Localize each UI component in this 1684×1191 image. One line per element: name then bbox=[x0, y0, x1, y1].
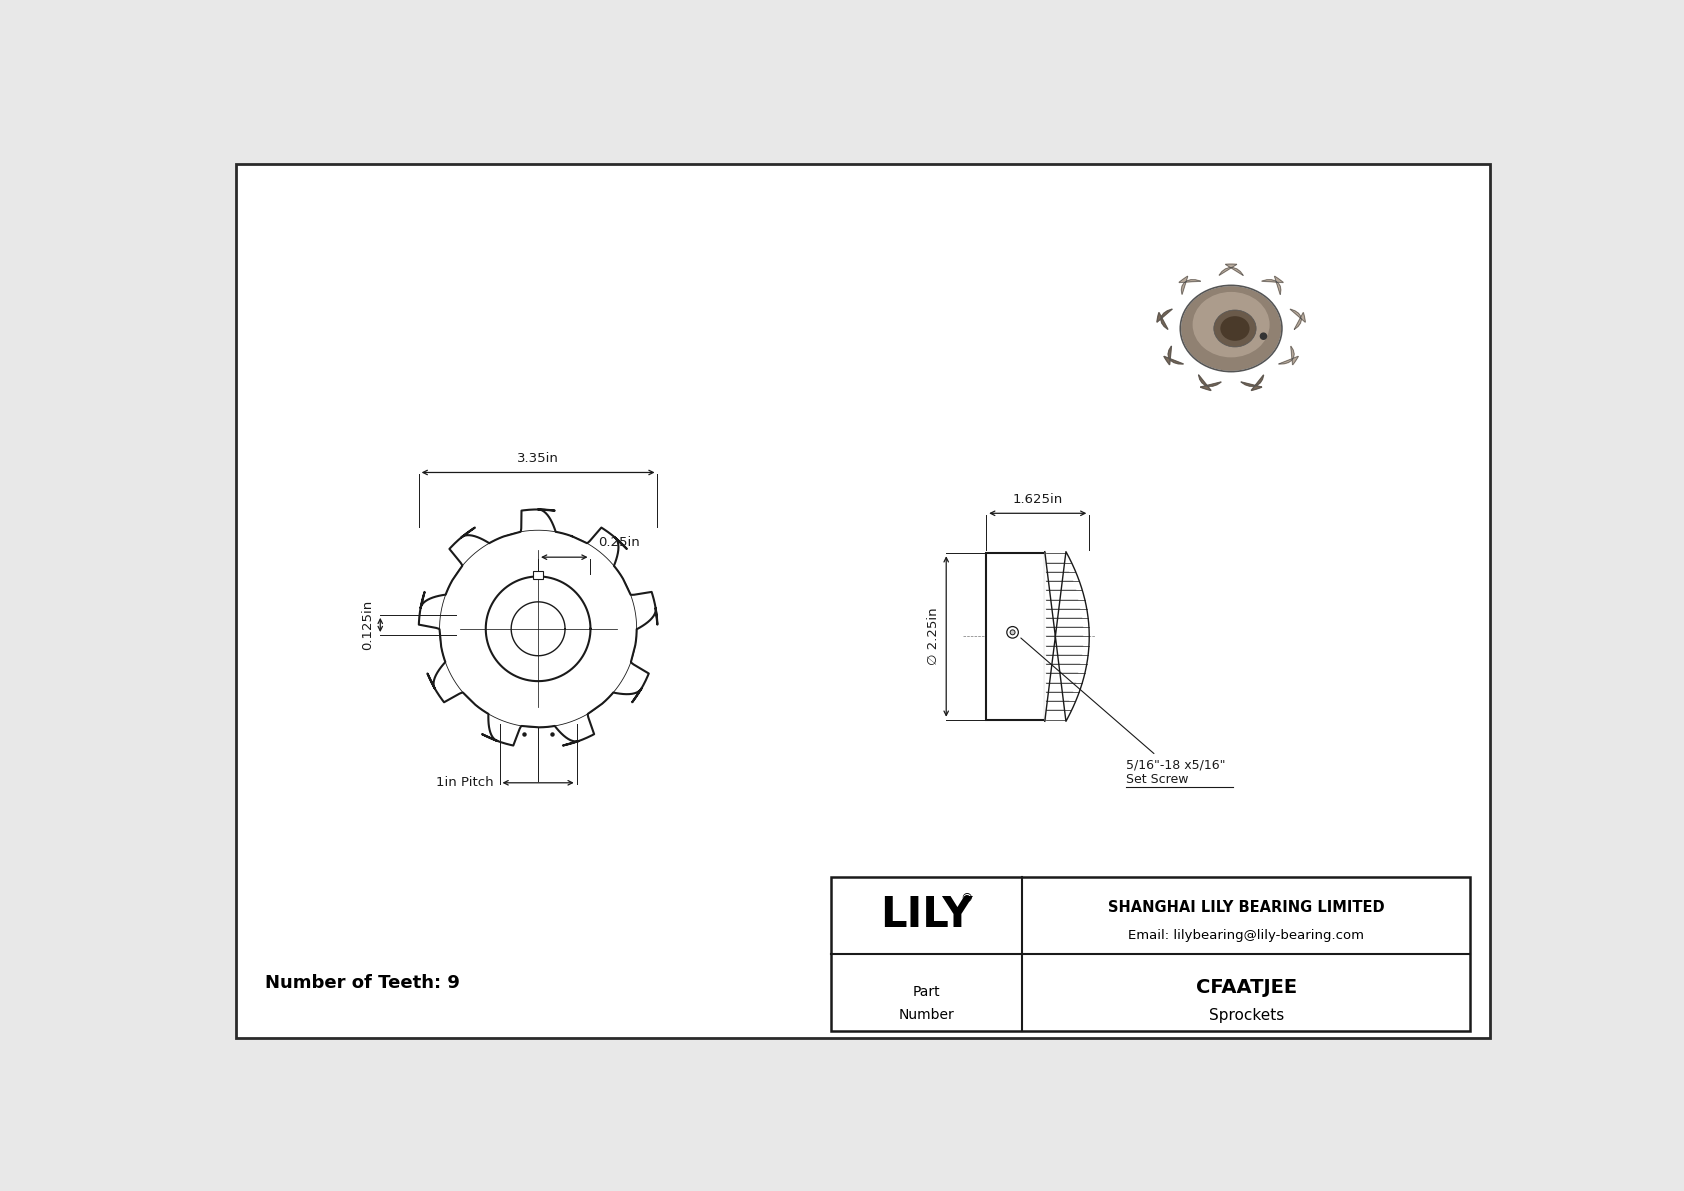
Text: LILY: LILY bbox=[881, 894, 973, 936]
Polygon shape bbox=[1278, 347, 1298, 364]
Text: ®: ® bbox=[960, 892, 973, 905]
Text: 3.35in: 3.35in bbox=[517, 451, 559, 464]
Ellipse shape bbox=[1192, 292, 1270, 357]
Text: ∅ 2.25in: ∅ 2.25in bbox=[928, 607, 940, 666]
Polygon shape bbox=[1199, 375, 1221, 391]
Text: Number: Number bbox=[899, 1009, 955, 1022]
Text: Email: lilybearing@lily-bearing.com: Email: lilybearing@lily-bearing.com bbox=[1128, 929, 1364, 942]
Ellipse shape bbox=[1180, 286, 1282, 370]
Polygon shape bbox=[1157, 310, 1172, 330]
Text: Part: Part bbox=[913, 985, 940, 999]
Text: 0.25in: 0.25in bbox=[598, 536, 640, 549]
Polygon shape bbox=[1290, 310, 1305, 330]
Circle shape bbox=[1010, 630, 1015, 635]
Bar bbox=[534, 570, 544, 579]
Text: SHANGHAI LILY BEARING LIMITED: SHANGHAI LILY BEARING LIMITED bbox=[1108, 900, 1384, 915]
Ellipse shape bbox=[1221, 316, 1250, 341]
Text: 1.625in: 1.625in bbox=[1012, 493, 1063, 506]
Bar bbox=[830, 877, 1470, 1030]
Polygon shape bbox=[1261, 276, 1283, 294]
Polygon shape bbox=[1219, 264, 1243, 275]
Polygon shape bbox=[1241, 375, 1263, 391]
Ellipse shape bbox=[1214, 310, 1256, 347]
Circle shape bbox=[1007, 626, 1019, 638]
Text: 5/16"-18 x5/16"
Set Screw: 5/16"-18 x5/16" Set Screw bbox=[1021, 638, 1226, 786]
Circle shape bbox=[1260, 333, 1266, 339]
Text: Number of Teeth: 9: Number of Teeth: 9 bbox=[264, 974, 460, 992]
Bar bbox=[987, 554, 1044, 719]
Polygon shape bbox=[1164, 347, 1184, 364]
Polygon shape bbox=[1179, 276, 1201, 294]
Text: Sprockets: Sprockets bbox=[1209, 1008, 1283, 1023]
Text: 1in Pitch: 1in Pitch bbox=[436, 777, 493, 790]
Polygon shape bbox=[1044, 551, 1090, 722]
Text: CFAATJEE: CFAATJEE bbox=[1196, 978, 1297, 997]
Text: 0.125in: 0.125in bbox=[360, 600, 374, 650]
